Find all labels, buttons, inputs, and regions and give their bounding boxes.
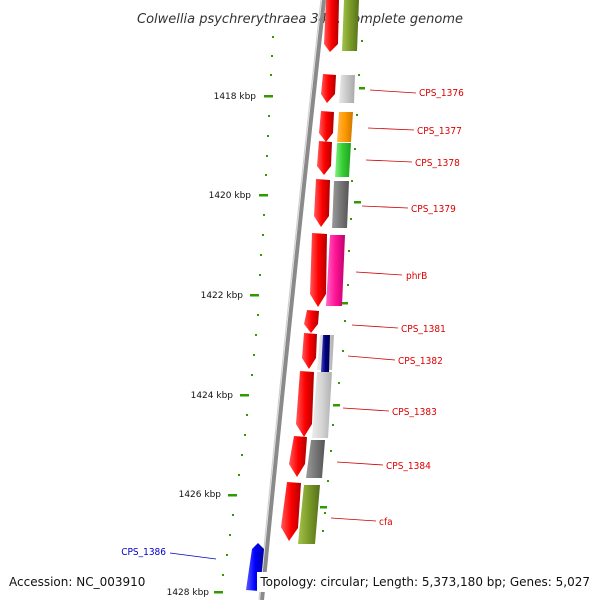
label-leaders: [169, 89, 417, 560]
genome-backbone: [260, 0, 326, 600]
gene-labels: CPS_1376 CPS_1377 CPS_1378 CPS_1379 phrB…: [121, 88, 464, 558]
ruler-labels: 1418 kbp 1420 kbp 1422 kbp 1424 kbp 1426…: [167, 92, 257, 598]
cog-track: [298, 0, 359, 544]
genome-backbone-inner: [258, 0, 322, 600]
gene-label-cps-1377[interactable]: CPS_1377: [417, 126, 462, 137]
gene-arrow-cps-1377[interactable]: [319, 111, 334, 142]
ruler-ticks: [214, 87, 365, 594]
gene-arrow-cps-1384[interactable]: [289, 436, 307, 477]
gene-label-cps-1386[interactable]: CPS_1386: [121, 547, 166, 558]
gene-arrow-cps-1379[interactable]: [314, 179, 330, 227]
cog-block-olive-top: [342, 0, 359, 51]
gene-arrow-cps-1378[interactable]: [317, 141, 332, 175]
cog-block-cps-1378: [335, 143, 351, 177]
gene-label-cps-1384[interactable]: CPS_1384: [386, 461, 431, 472]
gene-label-cps-1378[interactable]: CPS_1378: [415, 158, 460, 169]
cog-block-cps-1376: [339, 75, 355, 103]
ruler-label-1420: 1420 kbp: [209, 191, 252, 201]
gene-label-cps-1376[interactable]: CPS_1376: [419, 88, 464, 99]
cog-block-cps-1383: [312, 372, 332, 438]
gene-arrow-cps-1382[interactable]: [302, 333, 317, 369]
gene-arrow-cfa[interactable]: [281, 482, 301, 541]
ruler-label-1428: 1428 kbp: [167, 588, 210, 598]
gene-label-phrb[interactable]: phrB: [406, 271, 427, 282]
gene-arrow-cps-1381[interactable]: [304, 310, 319, 333]
gene-arrow-cps-1376[interactable]: [321, 74, 336, 103]
cog-block-cps-1384: [306, 440, 325, 478]
ruler-label-1424: 1424 kbp: [191, 391, 234, 401]
ruler-label-1426: 1426 kbp: [179, 490, 222, 500]
gene-arrow-top[interactable]: [324, 0, 339, 52]
cog-block-cps-1379: [332, 181, 349, 228]
accession-text: Accession: NC_003910: [9, 575, 145, 589]
ruler-label-1418: 1418 kbp: [214, 92, 257, 102]
gene-arrow-phrb[interactable]: [310, 233, 327, 307]
cog-block-phrb: [326, 235, 345, 306]
cog-block-cfa: [298, 485, 320, 544]
footer-stats-bg: [257, 572, 595, 592]
genome-stats-text: Topology: circular; Length: 5,373,180 bp…: [259, 575, 590, 589]
cog-block-cps-1377: [337, 112, 353, 142]
gene-label-cps-1381[interactable]: CPS_1381: [401, 324, 446, 335]
gene-label-cps-1379[interactable]: CPS_1379: [411, 204, 456, 215]
map-title: Colwellia psychrerythraea 34H, complete …: [137, 12, 463, 27]
cog-block-cps-1382-navy: [321, 335, 330, 372]
gene-arrow-cps-1383[interactable]: [296, 371, 314, 437]
ruler-dots: [222, 36, 363, 576]
gene-label-cfa[interactable]: cfa: [379, 517, 393, 528]
gene-label-cps-1383[interactable]: CPS_1383: [392, 407, 437, 418]
ruler-label-1422: 1422 kbp: [201, 291, 244, 301]
gene-label-cps-1382[interactable]: CPS_1382: [398, 356, 443, 367]
gene-arrows: [246, 0, 339, 591]
